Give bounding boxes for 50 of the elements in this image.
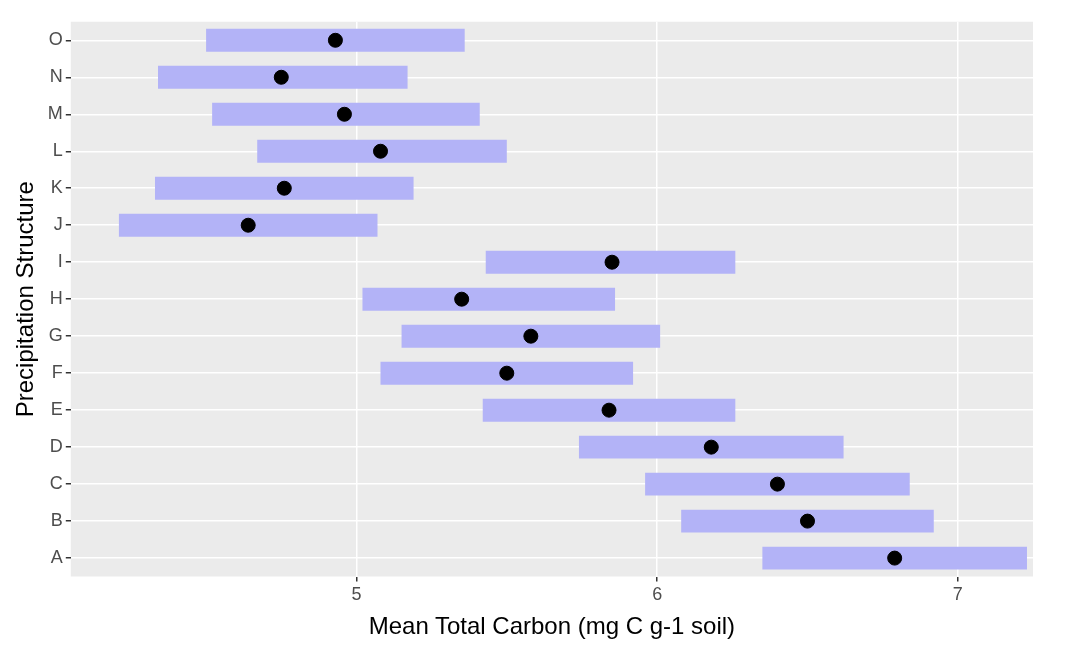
y-tick-label: I xyxy=(57,251,63,272)
bar xyxy=(485,250,736,274)
y-tick-label: O xyxy=(48,29,63,50)
point xyxy=(499,365,515,381)
bar xyxy=(157,65,408,89)
y-tick-label: D xyxy=(49,436,63,457)
y-tick-label: N xyxy=(49,66,63,87)
bar xyxy=(257,139,507,163)
bar xyxy=(401,324,661,348)
bar xyxy=(380,361,634,385)
point xyxy=(799,513,815,529)
y-tick-label: A xyxy=(50,547,63,568)
y-tick-label: J xyxy=(53,214,63,235)
bar xyxy=(578,435,844,459)
point xyxy=(604,254,620,270)
x-axis-title: Mean Total Carbon (mg C g-1 soil) xyxy=(368,612,736,640)
point xyxy=(601,402,617,418)
point xyxy=(887,550,903,566)
y-tick-label: C xyxy=(49,473,63,494)
point xyxy=(276,180,292,196)
point xyxy=(454,291,470,307)
bar xyxy=(206,28,465,52)
y-tick-label: L xyxy=(52,140,63,161)
y-tick-label: B xyxy=(50,510,63,531)
bar xyxy=(482,398,736,422)
point xyxy=(769,476,785,492)
y-tick-label: G xyxy=(48,325,63,346)
bar xyxy=(118,213,378,237)
point xyxy=(273,69,289,85)
bar xyxy=(681,509,934,533)
x-tick-label: 5 xyxy=(351,584,362,605)
x-tick-label: 7 xyxy=(952,584,963,605)
y-tick-label: H xyxy=(49,288,63,309)
bar xyxy=(362,287,616,311)
point xyxy=(523,328,539,344)
point xyxy=(703,439,719,455)
y-tick-label: M xyxy=(47,103,63,124)
y-tick-label: K xyxy=(50,177,63,198)
bar xyxy=(645,472,910,496)
point xyxy=(327,32,343,48)
x-tick-label: 6 xyxy=(652,584,663,605)
y-tick-label: E xyxy=(50,399,63,420)
point xyxy=(373,143,388,159)
y-tick-label: F xyxy=(51,362,63,383)
point xyxy=(240,217,256,233)
bar xyxy=(762,546,1027,570)
point xyxy=(336,106,352,122)
y-axis-title: Precipitation Structure xyxy=(11,181,39,418)
bar xyxy=(154,176,414,200)
bar xyxy=(212,102,480,126)
